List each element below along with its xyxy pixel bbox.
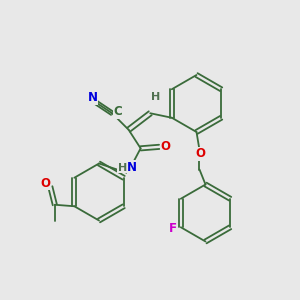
- Text: O: O: [161, 140, 171, 153]
- Text: N: N: [88, 91, 98, 104]
- Text: C: C: [113, 105, 122, 118]
- Text: H: H: [151, 92, 160, 102]
- Text: H: H: [118, 163, 127, 172]
- Text: F: F: [169, 222, 177, 235]
- Text: N: N: [127, 161, 137, 174]
- Text: O: O: [40, 177, 50, 190]
- Text: O: O: [195, 147, 205, 160]
